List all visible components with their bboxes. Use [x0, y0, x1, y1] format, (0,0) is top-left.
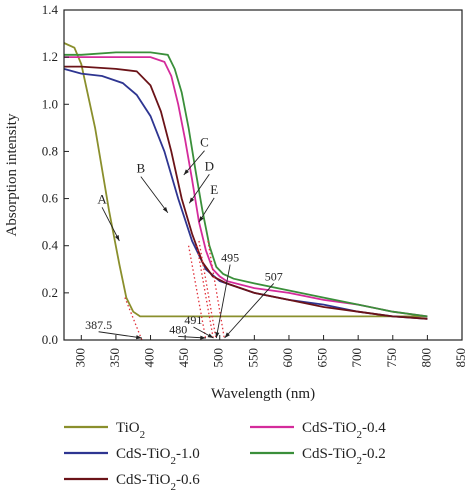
extrapolation-line	[207, 240, 226, 341]
curve-letter: B	[136, 161, 145, 176]
y-tick-label: 0.4	[42, 238, 59, 253]
edge-annotation-arrowhead	[135, 335, 142, 340]
axes: 300 350 400 450 500 550 600 650 700 750 800 850 0.0 0…	[42, 2, 468, 368]
x-tick-label: 850	[453, 348, 468, 368]
x-tick-label: 450	[176, 348, 191, 368]
series-layer	[63, 42, 428, 320]
legend-label: CdS-TiO2-0.2	[302, 446, 386, 467]
x-axis-label: Wavelength (nm)	[211, 386, 315, 402]
edge-annotation-label: 480	[169, 322, 187, 336]
edge-annotation-label: 495	[221, 251, 239, 265]
legend: TiO2 CdS-TiO2-0.4 CdS-TiO2-1.0 CdS-TiO2-0.2…	[64, 420, 386, 493]
y-tick-label: 0.0	[42, 332, 58, 347]
x-tick-label: 550	[245, 348, 260, 368]
legend-label: TiO2	[116, 420, 145, 441]
edge-annotation-label: 507	[265, 269, 283, 283]
edge-annotation-arrow	[215, 264, 231, 339]
curve-letter: E	[210, 182, 218, 197]
y-tick-label: 0.2	[42, 285, 58, 300]
edge-annotation-arrowhead	[224, 332, 230, 338]
x-tick-label: 750	[384, 348, 399, 368]
extrapolation-line	[124, 297, 143, 341]
edge-annotation-arrowhead	[215, 332, 220, 338]
x-tick-label: 650	[315, 348, 330, 368]
curve-letter: D	[205, 158, 214, 173]
curve-pointer-head	[162, 206, 168, 213]
y-tick-label: 0.8	[42, 143, 58, 158]
edge-annotation-arrow	[98, 331, 142, 339]
y-tick-label: 1.2	[42, 49, 58, 64]
x-tick-label: 800	[418, 348, 433, 368]
legend-label: CdS-TiO2-1.0	[116, 446, 200, 467]
extrapolation-line	[198, 240, 217, 341]
edge-annotation-arrowhead	[200, 335, 206, 340]
y-tick-label: 1.0	[42, 96, 58, 111]
x-tick-label: 600	[280, 348, 295, 368]
curve-pointer-head	[189, 197, 195, 204]
series-line-3	[64, 65, 428, 320]
y-tick-label: 1.4	[42, 2, 59, 17]
series-line-1	[63, 42, 428, 318]
series-line-5	[64, 51, 428, 318]
x-tick-label: 500	[211, 348, 226, 368]
curve-pointer-head	[198, 216, 204, 223]
curve-letter: A	[97, 191, 107, 206]
plot-frame	[63, 9, 463, 341]
curve-pointer	[101, 207, 120, 242]
y-axis-label: Absorption intensity	[4, 113, 20, 236]
x-tick-label: 300	[72, 348, 87, 368]
edge-annotation-label: 387.5	[85, 318, 112, 332]
edge-annotation-label: 491	[184, 313, 202, 327]
curve-pointer	[188, 174, 210, 204]
series-line-2	[63, 68, 428, 320]
edge-annotation-arrow	[224, 283, 275, 339]
y-tick-label: 0.6	[42, 191, 59, 206]
x-tick-label: 350	[107, 348, 122, 368]
series-line-4	[64, 56, 428, 318]
legend-label: CdS-TiO2-0.6	[116, 472, 200, 493]
x-tick-label: 400	[142, 348, 157, 368]
edge-annotation-arrowhead	[207, 333, 214, 338]
curve-pointer-head	[183, 169, 189, 175]
curve-pointer	[140, 176, 169, 213]
legend-label: CdS-TiO2-0.4	[302, 420, 386, 441]
x-tick-label: 700	[349, 348, 364, 368]
curve-pointer-head	[114, 235, 120, 241]
curve-letter: C	[200, 135, 209, 150]
